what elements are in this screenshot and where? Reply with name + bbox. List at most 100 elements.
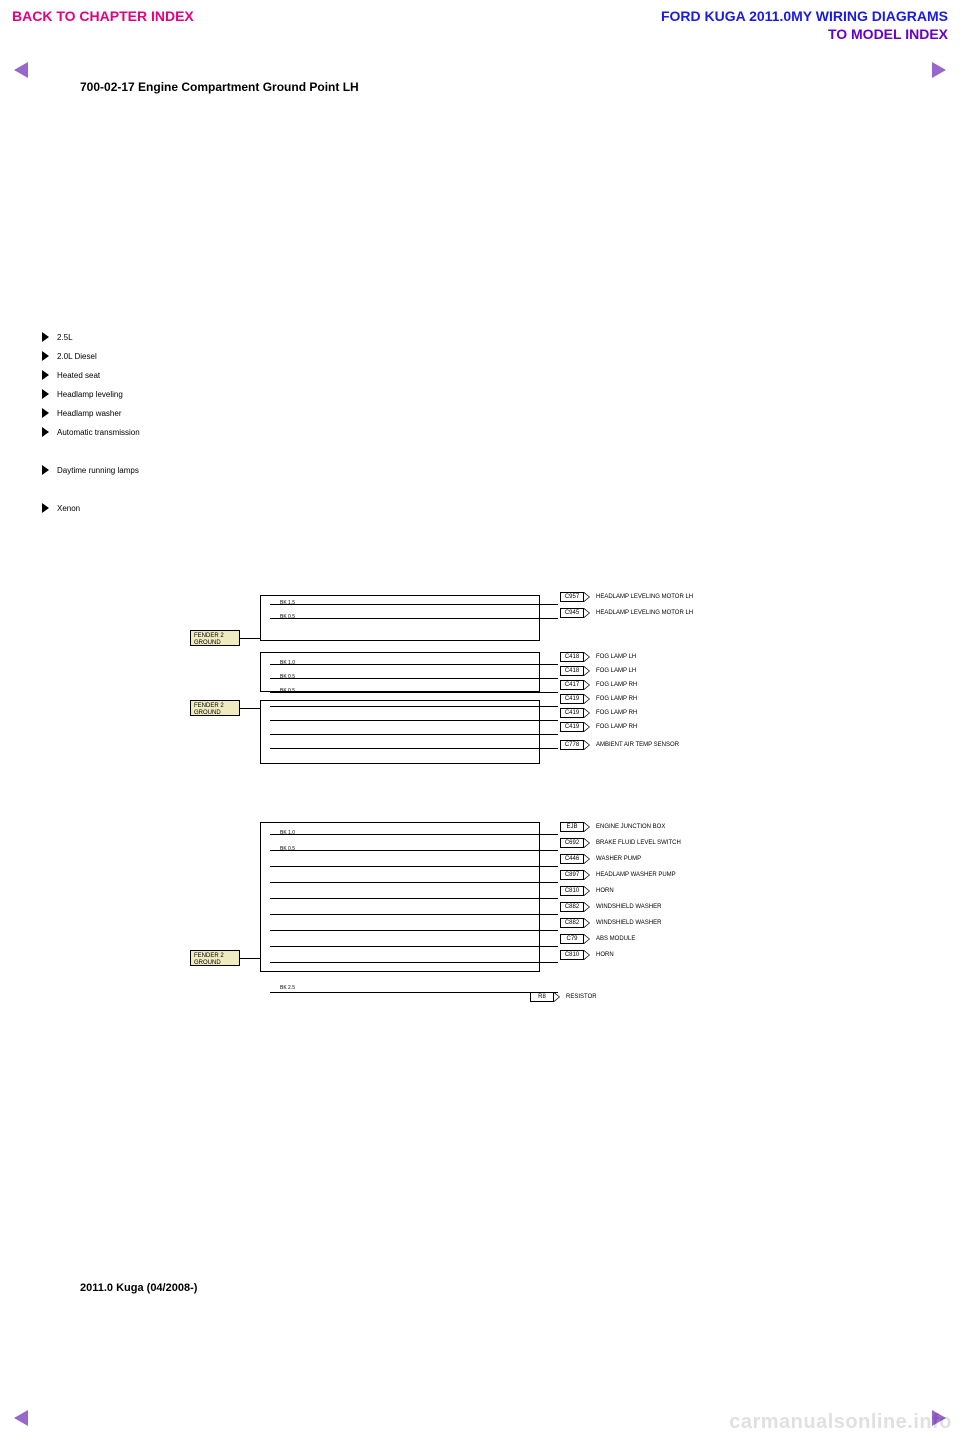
- connector-label: HEADLAMP LEVELING MOTOR LH: [596, 594, 693, 600]
- connector-label: FOG LAMP RH: [596, 710, 637, 716]
- next-page-arrow[interactable]: [932, 62, 946, 78]
- arrow-icon: [584, 822, 590, 832]
- to-model-index-link[interactable]: TO MODEL INDEX: [661, 26, 948, 42]
- connector-label: WINDSHIELD WASHER: [596, 904, 661, 910]
- connector-tag: C882WINDSHIELD WASHER: [560, 902, 661, 912]
- diagram-section: [260, 652, 540, 692]
- page-title: 700-02-17 Engine Compartment Ground Poin…: [80, 80, 359, 94]
- connector-code: C419: [560, 722, 584, 732]
- wire-label: BK 0.5: [280, 846, 295, 852]
- legend-label: Xenon: [57, 504, 80, 513]
- arrow-icon: [584, 652, 590, 662]
- arrow-icon: [584, 902, 590, 912]
- triangle-icon: [42, 389, 49, 399]
- wire-label: BK 2.5: [280, 985, 295, 991]
- connector-code: C418: [560, 666, 584, 676]
- wire-line: [270, 720, 558, 721]
- connector-label: FOG LAMP LH: [596, 668, 636, 674]
- resistor-code: R8: [530, 992, 554, 1002]
- legend-label: Automatic transmission: [57, 428, 140, 437]
- wire-line: [270, 866, 558, 867]
- legend-item: Xenon: [42, 503, 140, 513]
- connector-label: HEADLAMP WASHER PUMP: [596, 872, 676, 878]
- legend-item: [42, 484, 140, 494]
- connector-tag: C810 HORN: [560, 950, 614, 960]
- connector-label: HORN: [596, 952, 614, 958]
- connector-code: C419: [560, 708, 584, 718]
- connector-tag: C419 FOG LAMP RH: [560, 722, 637, 732]
- arrow-icon: [584, 854, 590, 864]
- fender-ground-box: FENDER 2 GROUND: [190, 630, 240, 646]
- connector-tag: C419 FOG LAMP RH: [560, 708, 637, 718]
- connector-code: C945: [560, 608, 584, 618]
- connector-tag: C419 FOG LAMP RH: [560, 694, 637, 704]
- fender-ground-box: FENDER 2 GROUND: [190, 950, 240, 966]
- watermark: carmanualsonline.info: [729, 1411, 952, 1434]
- arrow-icon: [584, 592, 590, 602]
- wire-label: BK 0.5: [280, 688, 295, 694]
- footer-model: 2011.0 Kuga (04/2008-): [80, 1282, 197, 1294]
- connector-code: C417: [560, 680, 584, 690]
- connector-label: ENGINE JUNCTION BOX: [596, 824, 665, 830]
- triangle-icon: [42, 503, 49, 513]
- arrow-icon: [584, 708, 590, 718]
- connector-tag: C418FOG LAMP LH: [560, 652, 636, 662]
- wire-line: [240, 958, 260, 959]
- diagram-section: [260, 700, 540, 764]
- connector-code: C810: [560, 886, 584, 896]
- arrow-icon: [584, 950, 590, 960]
- wire-label: BK 1.5: [280, 600, 295, 606]
- connector-code: C692: [560, 838, 584, 848]
- connector-label: BRAKE FLUID LEVEL SWITCH: [596, 840, 681, 846]
- triangle-icon: [42, 351, 49, 361]
- connector-tag: C778AMBIENT AIR TEMP SENSOR: [560, 740, 679, 750]
- legend-label: 2.0L Diesel: [57, 352, 97, 361]
- connector-code: C882: [560, 918, 584, 928]
- arrow-icon: [584, 870, 590, 880]
- connector-code: C897: [560, 870, 584, 880]
- wire-line: [270, 898, 558, 899]
- legend-label: Headlamp washer: [57, 409, 121, 418]
- header-right: FORD KUGA 2011.0MY WIRING DIAGRAMS TO MO…: [661, 8, 948, 42]
- wire-line: [270, 678, 558, 679]
- connector-tag: C897 HEADLAMP WASHER PUMP: [560, 870, 676, 880]
- diagram-section: [260, 822, 540, 972]
- prev-page-arrow[interactable]: [14, 62, 28, 78]
- connector-tag: C79ABS MODULE: [560, 934, 635, 944]
- connector-label: FOG LAMP RH: [596, 724, 637, 730]
- legend-item: Headlamp washer: [42, 408, 140, 418]
- wire-label: BK 0.5: [280, 674, 295, 680]
- connector-code: C419: [560, 694, 584, 704]
- resistor-label: RESISTOR: [566, 994, 597, 1000]
- triangle-icon: [42, 408, 49, 418]
- arrow-icon: [584, 934, 590, 944]
- arrow-icon: [584, 886, 590, 896]
- connector-tag: C882 WINDSHIELD WASHER: [560, 918, 661, 928]
- connector-tag: C945HEADLAMP LEVELING MOTOR LH: [560, 608, 693, 618]
- legend-item: Headlamp leveling: [42, 389, 140, 399]
- wire-line: [270, 992, 558, 993]
- legend-item: Automatic transmission: [42, 427, 140, 437]
- legend-item: Daytime running lamps: [42, 465, 140, 475]
- connector-label: ABS MODULE: [596, 936, 635, 942]
- arrow-icon: [584, 918, 590, 928]
- wire-line: [270, 946, 558, 947]
- arrow-icon: [584, 740, 590, 750]
- connector-tag: EJBENGINE JUNCTION BOX: [560, 822, 665, 832]
- arrow-icon: [584, 680, 590, 690]
- wire-label: BK 1.0: [280, 830, 295, 836]
- arrow-icon: [584, 838, 590, 848]
- triangle-icon: [42, 370, 49, 380]
- connector-code: C810: [560, 950, 584, 960]
- wire-line: [240, 708, 260, 709]
- prev-page-arrow-bottom[interactable]: [14, 1410, 28, 1426]
- connector-label: FOG LAMP RH: [596, 696, 637, 702]
- connector-tag: C418 FOG LAMP LH: [560, 666, 636, 676]
- legend-label: Daytime running lamps: [57, 466, 139, 475]
- wire-line: [270, 850, 558, 851]
- back-to-chapter-link[interactable]: BACK TO CHAPTER INDEX: [12, 8, 194, 24]
- arrow-icon: [554, 992, 560, 1002]
- connector-label: WINDSHIELD WASHER: [596, 920, 661, 926]
- connector-label: WASHER PUMP: [596, 856, 641, 862]
- wire-line: [270, 692, 558, 693]
